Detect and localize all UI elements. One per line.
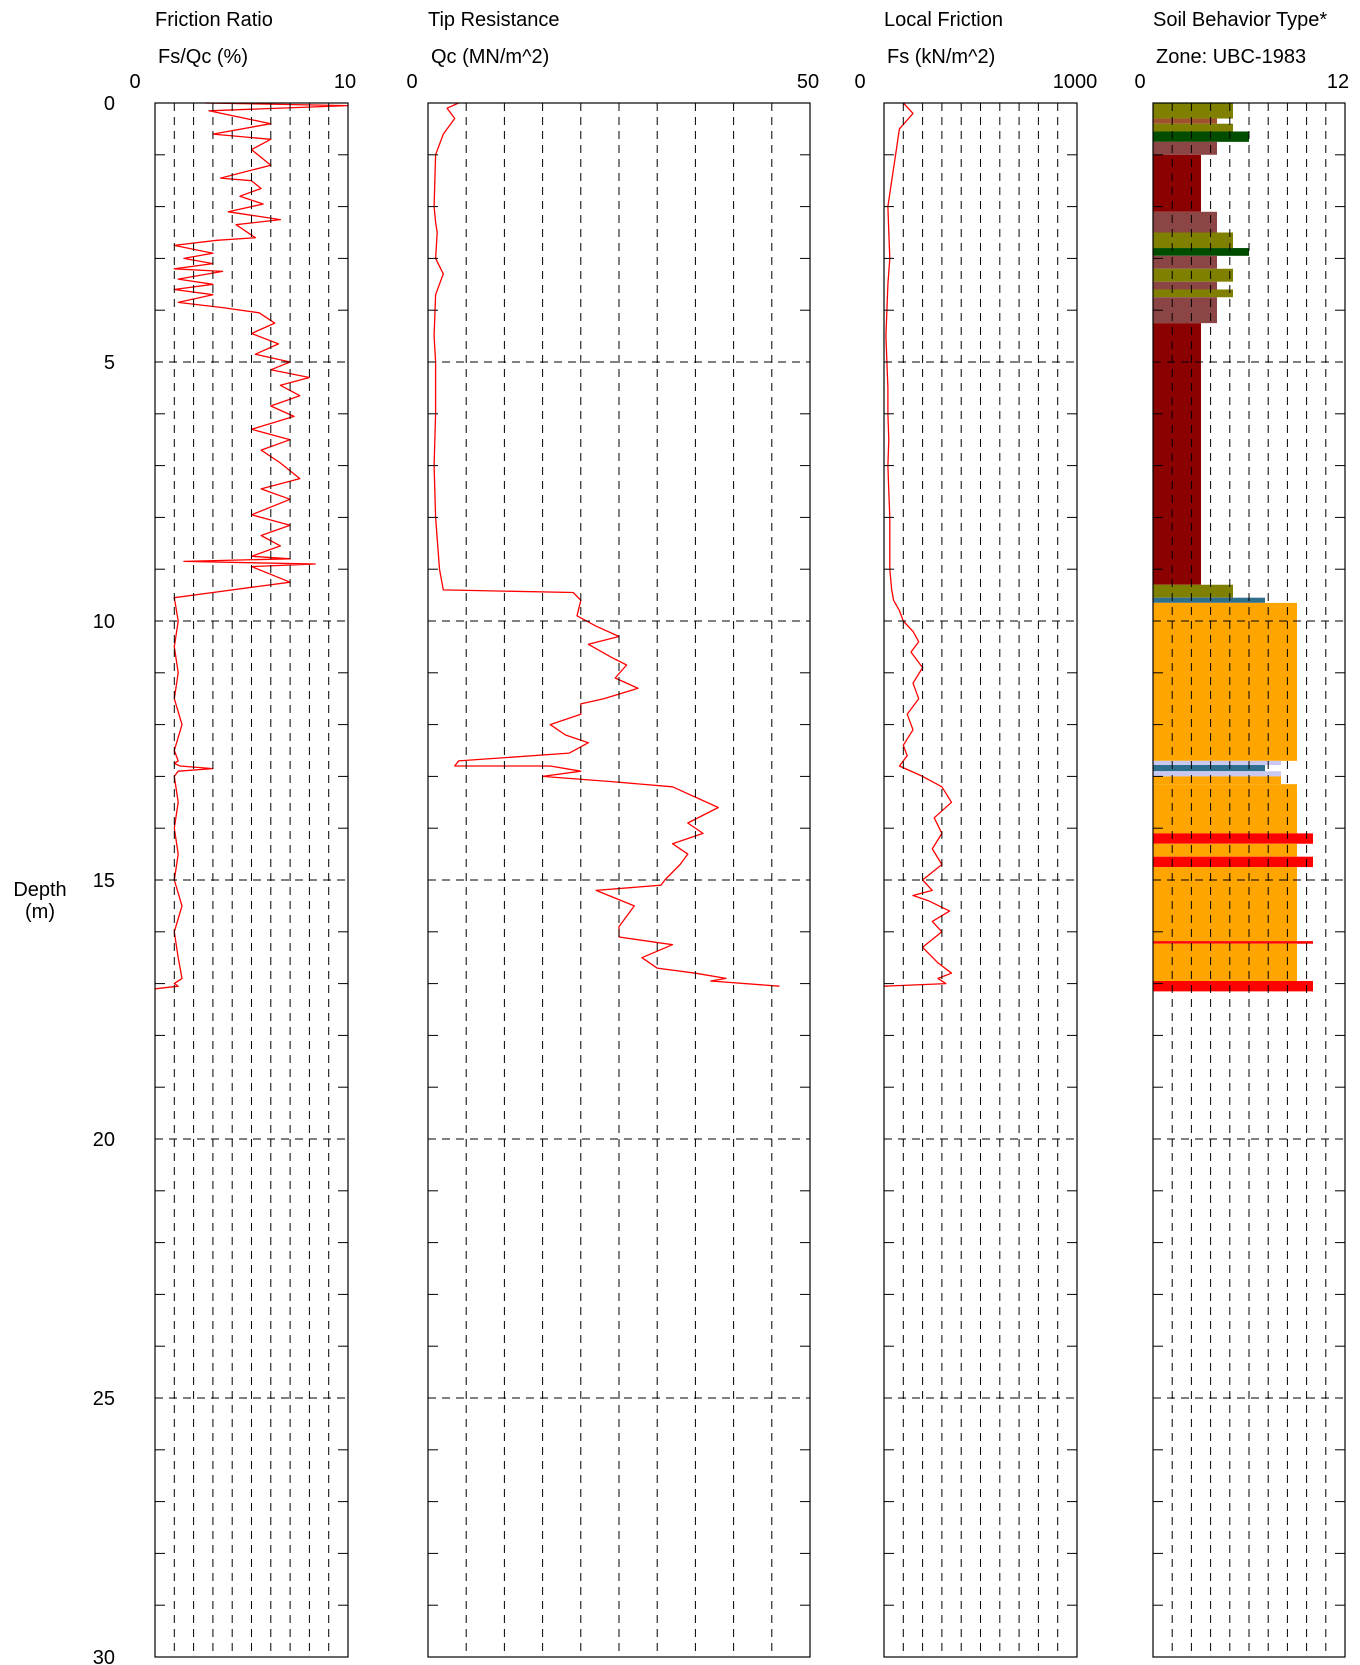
x-axis-min-label: 0 (129, 71, 140, 93)
soil-zone-bar (1153, 248, 1249, 256)
soil-zone-bar (1153, 602, 1297, 761)
depth-tick-label: 5 (104, 352, 115, 374)
soil-zone-bar (1153, 584, 1233, 598)
panel-local-friction: Local Friction Fs (kN/m^2) 0 1000 (854, 9, 1098, 1658)
depth-axis-label-line2: (m) (25, 901, 55, 923)
depth-tick-label: 0 (104, 93, 115, 115)
soil-zone-bar (1153, 141, 1217, 155)
soil-zone-bar (1153, 289, 1233, 298)
panel-frame (1152, 102, 1346, 1658)
depth-tick-label: 15 (93, 870, 115, 892)
soil-zone-bar (1153, 843, 1297, 857)
depth-tick-label: 25 (93, 1388, 115, 1410)
soil-zone-bar (1153, 131, 1249, 142)
x-axis-min-label: 0 (854, 71, 865, 93)
data-line (433, 102, 780, 987)
panel-unit-label: Zone: UBC-1983 (1156, 46, 1306, 68)
panel-tip-resistance: Tip Resistance Qc (MN/m^2) 0 50 (406, 9, 819, 1658)
soil-zone-bar (1153, 943, 1297, 982)
soil-zone-bar (1153, 867, 1297, 942)
panel-frame (154, 102, 349, 1658)
panel-frame (427, 102, 811, 1658)
soil-zone-bar (1153, 281, 1217, 290)
x-axis-max-label: 1000 (1053, 71, 1098, 93)
soil-zone-bar (1153, 118, 1217, 124)
soil-zone-bar (1153, 597, 1265, 603)
soil-zone-bar (1153, 297, 1217, 324)
soil-zone-bar (1153, 268, 1233, 282)
soil-zone-bar (1153, 765, 1265, 772)
soil-zone-bar (1153, 776, 1281, 785)
soil-zone-bar (1153, 103, 1233, 119)
depth-axis-label-line1: Depth (13, 879, 66, 901)
x-axis-max-label: 12 (1327, 71, 1349, 93)
soil-zone-bar (1153, 323, 1201, 585)
x-axis-max-label: 50 (797, 71, 819, 93)
depth-tick-label: 10 (93, 611, 115, 633)
panel-title: Tip Resistance (428, 9, 560, 31)
x-axis-min-label: 0 (1134, 71, 1145, 93)
panel-unit-label: Fs/Qc (%) (158, 46, 248, 68)
soil-zone-bar (1153, 232, 1233, 249)
chart-panels: Friction Ratio Fs/Qc (%) 0 10 Tip Resistance… (129, 9, 1349, 1658)
panel-unit-label: Qc (MN/m^2) (431, 46, 549, 68)
soil-zone-bar (1153, 784, 1297, 834)
soil-zone-bar (1153, 771, 1281, 777)
soil-zone-bar (1153, 255, 1217, 269)
soil-zone-bar (1153, 856, 1313, 868)
panel-frame (883, 102, 1078, 1658)
depth-tick-label: 20 (93, 1129, 115, 1151)
x-axis-min-label: 0 (406, 71, 417, 93)
soil-zone-bar (1153, 211, 1217, 233)
depth-axis-tick-labels: 0 5 10 15 20 25 30 (93, 93, 115, 1665)
x-axis-max-label: 10 (334, 71, 356, 93)
panel-title: Friction Ratio (155, 9, 273, 31)
panel-title: Local Friction (884, 9, 1003, 31)
panel-title: Soil Behavior Type* (1153, 9, 1327, 31)
soil-zone-bar (1153, 833, 1313, 844)
soil-zone-bar (1153, 154, 1201, 212)
panel-soil-behavior-type-: Soil Behavior Type* Zone: UBC-1983 0 12 (1134, 9, 1349, 1658)
depth-tick-label: 30 (93, 1647, 115, 1665)
soil-zone-bar (1153, 760, 1281, 766)
soil-zone-bar (1153, 123, 1233, 132)
panel-friction-ratio: Friction Ratio Fs/Qc (%) 0 10 (129, 9, 356, 1658)
soil-zone-bar (1153, 941, 1313, 944)
soil-zone-bar (1153, 981, 1313, 992)
panel-unit-label: Fs (kN/m^2) (887, 46, 995, 68)
data-line (883, 102, 953, 987)
